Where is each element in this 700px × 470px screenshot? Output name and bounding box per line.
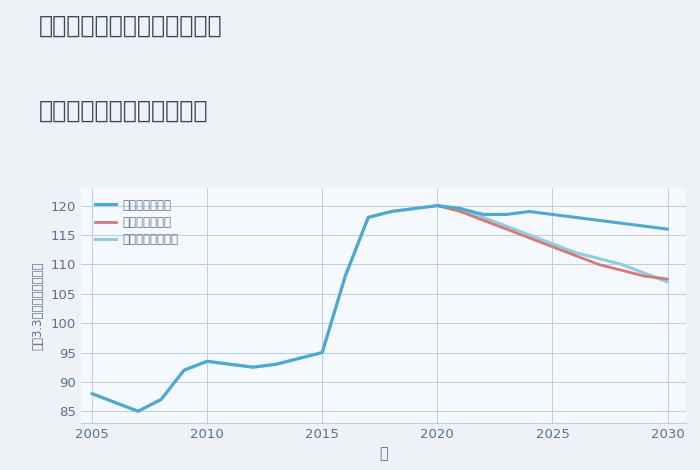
グッドシナリオ [134, 408, 142, 414]
バッドシナリオ [594, 262, 603, 267]
グッドシナリオ [664, 227, 672, 232]
バッドシナリオ [480, 218, 488, 223]
バッドシナリオ [617, 267, 626, 273]
グッドシナリオ [203, 359, 211, 364]
Text: 中古マンションの価格推移: 中古マンションの価格推移 [38, 99, 208, 123]
Line: バッドシナリオ: バッドシナリオ [438, 206, 668, 279]
ノーマルシナリオ [203, 359, 211, 364]
ノーマルシナリオ [480, 215, 488, 220]
ノーマルシナリオ [157, 397, 165, 402]
グッドシナリオ [180, 368, 188, 373]
ノーマルシナリオ [249, 364, 258, 370]
ノーマルシナリオ [617, 262, 626, 267]
ノーマルシナリオ [640, 270, 649, 276]
ノーマルシナリオ [134, 408, 142, 414]
グッドシナリオ [226, 361, 234, 367]
ノーマルシナリオ [594, 256, 603, 261]
ノーマルシナリオ [318, 350, 326, 355]
グッドシナリオ [272, 361, 281, 367]
ノーマルシナリオ [111, 400, 119, 405]
ノーマルシナリオ [364, 215, 372, 220]
グッドシナリオ [364, 215, 372, 220]
ノーマルシナリオ [226, 361, 234, 367]
グッドシナリオ [387, 209, 395, 214]
バッドシナリオ [571, 253, 580, 258]
グッドシナリオ [456, 206, 465, 212]
Line: グッドシナリオ: グッドシナリオ [92, 206, 668, 411]
Legend: グッドシナリオ, バッドシナリオ, ノーマルシナリオ: グッドシナリオ, バッドシナリオ, ノーマルシナリオ [92, 196, 181, 248]
ノーマルシナリオ [502, 223, 510, 229]
グッドシナリオ [548, 212, 556, 217]
ノーマルシナリオ [88, 391, 96, 397]
ノーマルシナリオ [548, 241, 556, 247]
グッドシナリオ [571, 215, 580, 220]
Text: 兵庫県姫路市野里東同心町の: 兵庫県姫路市野里東同心町の [38, 14, 222, 38]
バッドシナリオ [525, 235, 533, 241]
グッドシナリオ [88, 391, 96, 397]
バッドシナリオ [502, 227, 510, 232]
グッドシナリオ [640, 223, 649, 229]
グッドシナリオ [111, 400, 119, 405]
バッドシナリオ [456, 209, 465, 214]
グッドシナリオ [525, 209, 533, 214]
ノーマルシナリオ [664, 279, 672, 285]
バッドシナリオ [664, 276, 672, 282]
ノーマルシナリオ [180, 368, 188, 373]
ノーマルシナリオ [341, 274, 349, 279]
X-axis label: 年: 年 [379, 446, 388, 462]
バッドシナリオ [433, 203, 442, 209]
グッドシナリオ [617, 220, 626, 226]
グッドシナリオ [249, 364, 258, 370]
グッドシナリオ [410, 206, 419, 212]
ノーマルシナリオ [456, 206, 465, 212]
Line: ノーマルシナリオ: ノーマルシナリオ [92, 206, 668, 411]
グッドシナリオ [594, 218, 603, 223]
Y-axis label: 坪（3.3㎡）単価（万円）: 坪（3.3㎡）単価（万円） [32, 261, 45, 350]
ノーマルシナリオ [272, 361, 281, 367]
ノーマルシナリオ [525, 232, 533, 238]
ノーマルシナリオ [387, 209, 395, 214]
グッドシナリオ [341, 274, 349, 279]
グッドシナリオ [157, 397, 165, 402]
ノーマルシナリオ [410, 206, 419, 212]
バッドシナリオ [640, 274, 649, 279]
ノーマルシナリオ [571, 250, 580, 256]
バッドシナリオ [548, 244, 556, 250]
グッドシナリオ [502, 212, 510, 217]
グッドシナリオ [433, 203, 442, 209]
グッドシナリオ [480, 212, 488, 217]
グッドシナリオ [318, 350, 326, 355]
グッドシナリオ [295, 356, 303, 361]
ノーマルシナリオ [295, 356, 303, 361]
ノーマルシナリオ [433, 203, 442, 209]
